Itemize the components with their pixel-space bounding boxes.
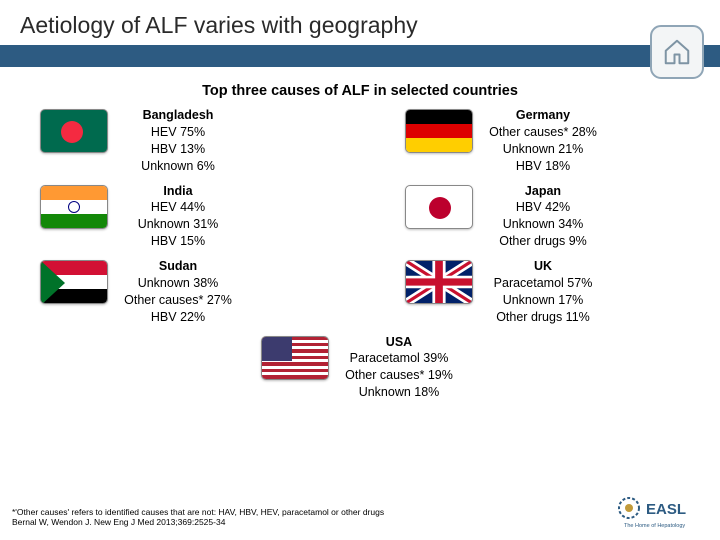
info-sudan: Sudan Unknown 38% Other causes* 27% HBV … — [118, 258, 238, 326]
info-india: India HEV 44% Unknown 31% HBV 15% — [118, 183, 238, 251]
cause-line: HBV 18% — [483, 158, 603, 175]
easl-logo-icon: EASL The Home of Hepatology — [616, 494, 706, 530]
flag-india-icon — [40, 185, 108, 229]
country-usa: USA Paracetamol 39% Other causes* 19% Un… — [0, 334, 720, 402]
flag-japan-icon — [405, 185, 473, 229]
country-name: Sudan — [118, 258, 238, 275]
flag-uk-icon — [405, 260, 473, 304]
cause-line: Other drugs 9% — [483, 233, 603, 250]
country-name: USA — [339, 334, 459, 351]
cause-line: Other drugs 11% — [483, 309, 603, 326]
cause-line: HBV 15% — [118, 233, 238, 250]
svg-text:EASL: EASL — [646, 501, 686, 518]
country-india: India HEV 44% Unknown 31% HBV 15% — [40, 183, 355, 251]
header-blue-bar — [0, 45, 720, 67]
cause-line: HEV 75% — [118, 124, 238, 141]
country-name: Japan — [483, 183, 603, 200]
country-japan: Japan HBV 42% Unknown 34% Other drugs 9% — [365, 183, 680, 251]
cause-line: Unknown 38% — [118, 275, 238, 292]
cause-line: Paracetamol 39% — [339, 350, 459, 367]
footnote-line: Bernal W, Wendon J. New Eng J Med 2013;3… — [12, 517, 384, 528]
cause-line: Unknown 21% — [483, 141, 603, 158]
cause-line: Paracetamol 57% — [483, 275, 603, 292]
cause-line: HBV 13% — [118, 141, 238, 158]
logo-tagline: The Home of Hepatology — [624, 523, 685, 529]
home-icon[interactable] — [650, 25, 704, 79]
footnote-line: *'Other causes' refers to identified cau… — [12, 507, 384, 518]
country-germany: Germany Other causes* 28% Unknown 21% HB… — [365, 107, 680, 175]
cause-line: Other causes* 19% — [339, 367, 459, 384]
country-name: India — [118, 183, 238, 200]
info-germany: Germany Other causes* 28% Unknown 21% HB… — [483, 107, 603, 175]
country-name: Germany — [483, 107, 603, 124]
info-bangladesh: Bangladesh HEV 75% HBV 13% Unknown 6% — [118, 107, 238, 175]
country-name: UK — [483, 258, 603, 275]
flag-germany-icon — [405, 109, 473, 153]
cause-line: HBV 22% — [118, 309, 238, 326]
cause-line: Unknown 34% — [483, 216, 603, 233]
footnote: *'Other causes' refers to identified cau… — [12, 507, 384, 528]
cause-line: Unknown 17% — [483, 292, 603, 309]
country-sudan: Sudan Unknown 38% Other causes* 27% HBV … — [40, 258, 355, 326]
cause-line: Unknown 31% — [118, 216, 238, 233]
cause-line: HBV 42% — [483, 199, 603, 216]
cause-line: Other causes* 27% — [118, 292, 238, 309]
flag-bangladesh-icon — [40, 109, 108, 153]
flag-sudan-icon — [40, 260, 108, 304]
info-japan: Japan HBV 42% Unknown 34% Other drugs 9% — [483, 183, 603, 251]
page-title: Aetiology of ALF varies with geography — [20, 12, 720, 39]
cause-line: Unknown 6% — [118, 158, 238, 175]
cause-line: Other causes* 28% — [483, 124, 603, 141]
cause-line: HEV 44% — [118, 199, 238, 216]
info-usa: USA Paracetamol 39% Other causes* 19% Un… — [339, 334, 459, 402]
info-uk: UK Paracetamol 57% Unknown 17% Other dru… — [483, 258, 603, 326]
countries-grid: Bangladesh HEV 75% HBV 13% Unknown 6% Ge… — [0, 107, 720, 326]
country-bangladesh: Bangladesh HEV 75% HBV 13% Unknown 6% — [40, 107, 355, 175]
country-uk: UK Paracetamol 57% Unknown 17% Other dru… — [365, 258, 680, 326]
subtitle: Top three causes of ALF in selected coun… — [0, 83, 720, 99]
cause-line: Unknown 18% — [339, 384, 459, 401]
country-name: Bangladesh — [118, 107, 238, 124]
flag-usa-icon — [261, 336, 329, 380]
title-bar: Aetiology of ALF varies with geography — [0, 0, 720, 45]
